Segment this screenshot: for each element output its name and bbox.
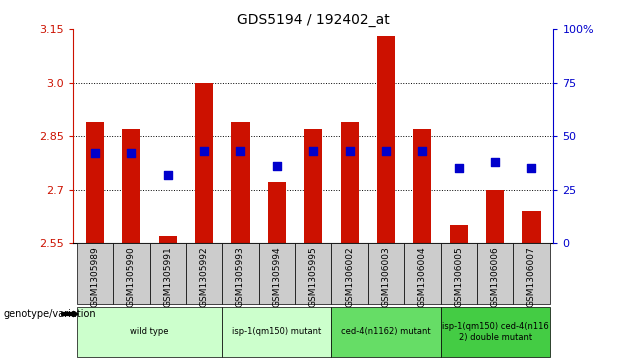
Text: isp-1(qm150) mutant: isp-1(qm150) mutant xyxy=(232,327,321,337)
Bar xyxy=(149,243,186,304)
Point xyxy=(345,148,355,154)
Bar xyxy=(331,307,441,356)
Point xyxy=(90,150,100,156)
Bar xyxy=(304,129,322,243)
Bar xyxy=(513,243,550,304)
Text: isp-1(qm150) ced-4(n116
2) double mutant: isp-1(qm150) ced-4(n116 2) double mutant xyxy=(442,322,548,342)
Bar xyxy=(340,122,359,243)
Bar xyxy=(404,243,441,304)
Point xyxy=(308,148,319,154)
Bar xyxy=(413,129,431,243)
Text: GSM1305989: GSM1305989 xyxy=(90,246,99,307)
Text: GSM1305991: GSM1305991 xyxy=(163,246,172,307)
Point xyxy=(527,165,537,171)
Bar xyxy=(223,307,331,356)
Bar xyxy=(441,307,550,356)
Point xyxy=(381,148,391,154)
Bar xyxy=(77,243,113,304)
Bar xyxy=(186,243,223,304)
Bar xyxy=(259,243,295,304)
Bar xyxy=(268,183,286,243)
Text: GSM1305995: GSM1305995 xyxy=(308,246,318,307)
Text: GSM1306005: GSM1306005 xyxy=(454,246,463,307)
Bar xyxy=(450,225,468,243)
Text: GSM1305993: GSM1305993 xyxy=(236,246,245,307)
Bar xyxy=(477,243,513,304)
Text: GSM1305990: GSM1305990 xyxy=(127,246,136,307)
Bar xyxy=(223,243,259,304)
Point xyxy=(163,172,173,178)
Bar xyxy=(295,243,331,304)
Bar xyxy=(368,243,404,304)
Text: GSM1306007: GSM1306007 xyxy=(527,246,536,307)
Bar xyxy=(158,236,177,243)
Text: wild type: wild type xyxy=(130,327,169,337)
Text: GSM1305992: GSM1305992 xyxy=(200,246,209,307)
Point xyxy=(127,150,137,156)
Point xyxy=(417,148,427,154)
Point xyxy=(235,148,245,154)
Bar xyxy=(441,243,477,304)
Text: GSM1306006: GSM1306006 xyxy=(490,246,500,307)
Bar xyxy=(77,307,223,356)
Bar xyxy=(486,189,504,243)
Text: genotype/variation: genotype/variation xyxy=(3,309,96,319)
Bar xyxy=(195,82,213,243)
Text: GSM1306002: GSM1306002 xyxy=(345,246,354,307)
Text: GSM1306003: GSM1306003 xyxy=(382,246,391,307)
Point xyxy=(453,165,464,171)
Bar xyxy=(232,122,249,243)
Text: GSM1306004: GSM1306004 xyxy=(418,246,427,307)
Bar xyxy=(86,122,104,243)
Text: GSM1305994: GSM1305994 xyxy=(272,246,281,307)
Text: ced-4(n1162) mutant: ced-4(n1162) mutant xyxy=(341,327,431,337)
Bar xyxy=(522,211,541,243)
Point xyxy=(272,163,282,169)
Title: GDS5194 / 192402_at: GDS5194 / 192402_at xyxy=(237,13,390,26)
Bar xyxy=(377,36,395,243)
Point xyxy=(490,159,500,165)
Bar xyxy=(113,243,149,304)
Bar xyxy=(331,243,368,304)
Bar xyxy=(122,129,141,243)
Point xyxy=(199,148,209,154)
